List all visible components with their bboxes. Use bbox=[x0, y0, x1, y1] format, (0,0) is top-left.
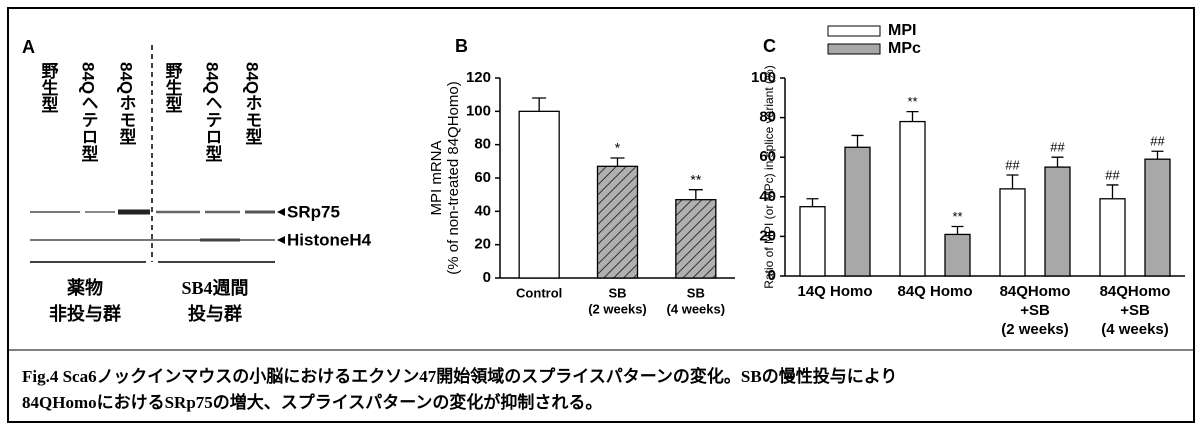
y-tick-label: 120 bbox=[466, 69, 491, 86]
y-axis-label: MPI mRNA bbox=[428, 141, 445, 216]
x-tick-label: +SB bbox=[1020, 302, 1050, 319]
significance: ** bbox=[952, 209, 962, 224]
x-tick-label: Control bbox=[516, 285, 562, 300]
y-tick-label: 0 bbox=[768, 267, 776, 284]
y-tick-label: 20 bbox=[759, 227, 776, 244]
lane-label: 84Qヘテロ型 bbox=[79, 62, 99, 162]
x-tick-label: 84QHomo bbox=[1000, 283, 1071, 300]
x-tick-label: (2 weeks) bbox=[588, 301, 647, 316]
y-axis-label: Ratio of MPI (or MPc) in splice variant … bbox=[762, 65, 776, 288]
lane-label: 84Qホモ型 bbox=[243, 62, 263, 145]
y-tick-label: 0 bbox=[483, 269, 491, 286]
bar bbox=[676, 200, 716, 278]
x-tick-label: (4 weeks) bbox=[667, 301, 726, 316]
error-bar bbox=[611, 158, 625, 166]
x-tick-label: SB bbox=[608, 285, 626, 300]
group-label: 薬物 bbox=[67, 277, 103, 298]
y-tick-label: 40 bbox=[759, 188, 776, 205]
x-tick-label: 84QHomo bbox=[1100, 283, 1171, 300]
significance: ## bbox=[1050, 140, 1065, 155]
error-bar bbox=[1152, 151, 1164, 159]
x-tick-label: 14Q Homo bbox=[797, 283, 872, 300]
bar bbox=[900, 122, 925, 276]
y-tick-label: 80 bbox=[474, 136, 491, 153]
x-tick-label: +SB bbox=[1120, 302, 1150, 319]
x-tick-label: 84Q Homo bbox=[897, 283, 972, 300]
band-label: HistoneH4 bbox=[287, 230, 372, 249]
legend-label: MPI bbox=[888, 22, 916, 39]
y-tick-label: 100 bbox=[751, 69, 776, 86]
error-bar bbox=[1052, 157, 1064, 167]
caption: Fig.4 Sca6ノックインマウスの小脳におけるエクソン47開始領域のスプライ… bbox=[22, 366, 897, 386]
y-tick-label: 60 bbox=[474, 169, 491, 186]
group-label: 投与群 bbox=[188, 303, 242, 324]
legend-swatch bbox=[828, 44, 880, 54]
caption: 84QHomoにおけるSRp75の増大、スプライスパターンの変化が抑制される。 bbox=[22, 392, 602, 412]
band-label: SRp75 bbox=[287, 202, 340, 221]
lane-label: 84Qホモ型 bbox=[117, 62, 137, 145]
bar bbox=[845, 147, 870, 276]
lane-label: 野生型 bbox=[163, 62, 183, 113]
significance: ## bbox=[1150, 134, 1165, 149]
significance: ** bbox=[907, 94, 917, 109]
error-bar bbox=[852, 135, 864, 147]
significance: ## bbox=[1105, 167, 1120, 182]
y-tick-label: 60 bbox=[759, 148, 776, 165]
y-tick-label: 100 bbox=[466, 102, 491, 119]
legend-swatch bbox=[828, 26, 880, 36]
error-bar bbox=[907, 112, 919, 122]
group-label: 非投与群 bbox=[49, 303, 121, 324]
panel-label: B bbox=[455, 36, 468, 56]
bar bbox=[1100, 199, 1125, 276]
y-tick-label: 80 bbox=[759, 109, 776, 126]
bar bbox=[519, 111, 559, 278]
lane-label: 野生型 bbox=[39, 62, 59, 113]
error-bar bbox=[807, 199, 819, 207]
bar bbox=[800, 207, 825, 276]
y-axis-label: (% of non-treated 84QHomo) bbox=[445, 81, 462, 274]
bar bbox=[1000, 189, 1025, 276]
bar bbox=[1045, 167, 1070, 276]
significance: ** bbox=[690, 171, 701, 187]
error-bar bbox=[1007, 175, 1019, 189]
bar bbox=[1145, 159, 1170, 276]
error-bar bbox=[1107, 185, 1119, 199]
x-tick-label: SB bbox=[687, 285, 705, 300]
significance: ## bbox=[1005, 157, 1020, 172]
blot bbox=[30, 208, 285, 262]
y-tick-label: 40 bbox=[474, 202, 491, 219]
bar bbox=[945, 234, 970, 276]
error-bar bbox=[532, 98, 546, 111]
x-tick-label: (4 weeks) bbox=[1101, 321, 1169, 338]
figure: A SRp75 HistoneH4 薬物 非投与群 SB4週間 投与群 Fig.… bbox=[0, 0, 1203, 430]
panel-label: C bbox=[763, 36, 776, 56]
panel-label: A bbox=[22, 37, 35, 57]
error-bar bbox=[689, 190, 703, 200]
legend-label: MPc bbox=[888, 40, 921, 57]
group-label: SB4週間 bbox=[181, 278, 248, 298]
bar bbox=[598, 166, 638, 278]
x-tick-label: (2 weeks) bbox=[1001, 321, 1069, 338]
lane-label: 84Qヘテロ型 bbox=[203, 62, 223, 162]
error-bar bbox=[952, 227, 964, 235]
significance: * bbox=[615, 140, 621, 156]
y-tick-label: 20 bbox=[474, 236, 491, 253]
